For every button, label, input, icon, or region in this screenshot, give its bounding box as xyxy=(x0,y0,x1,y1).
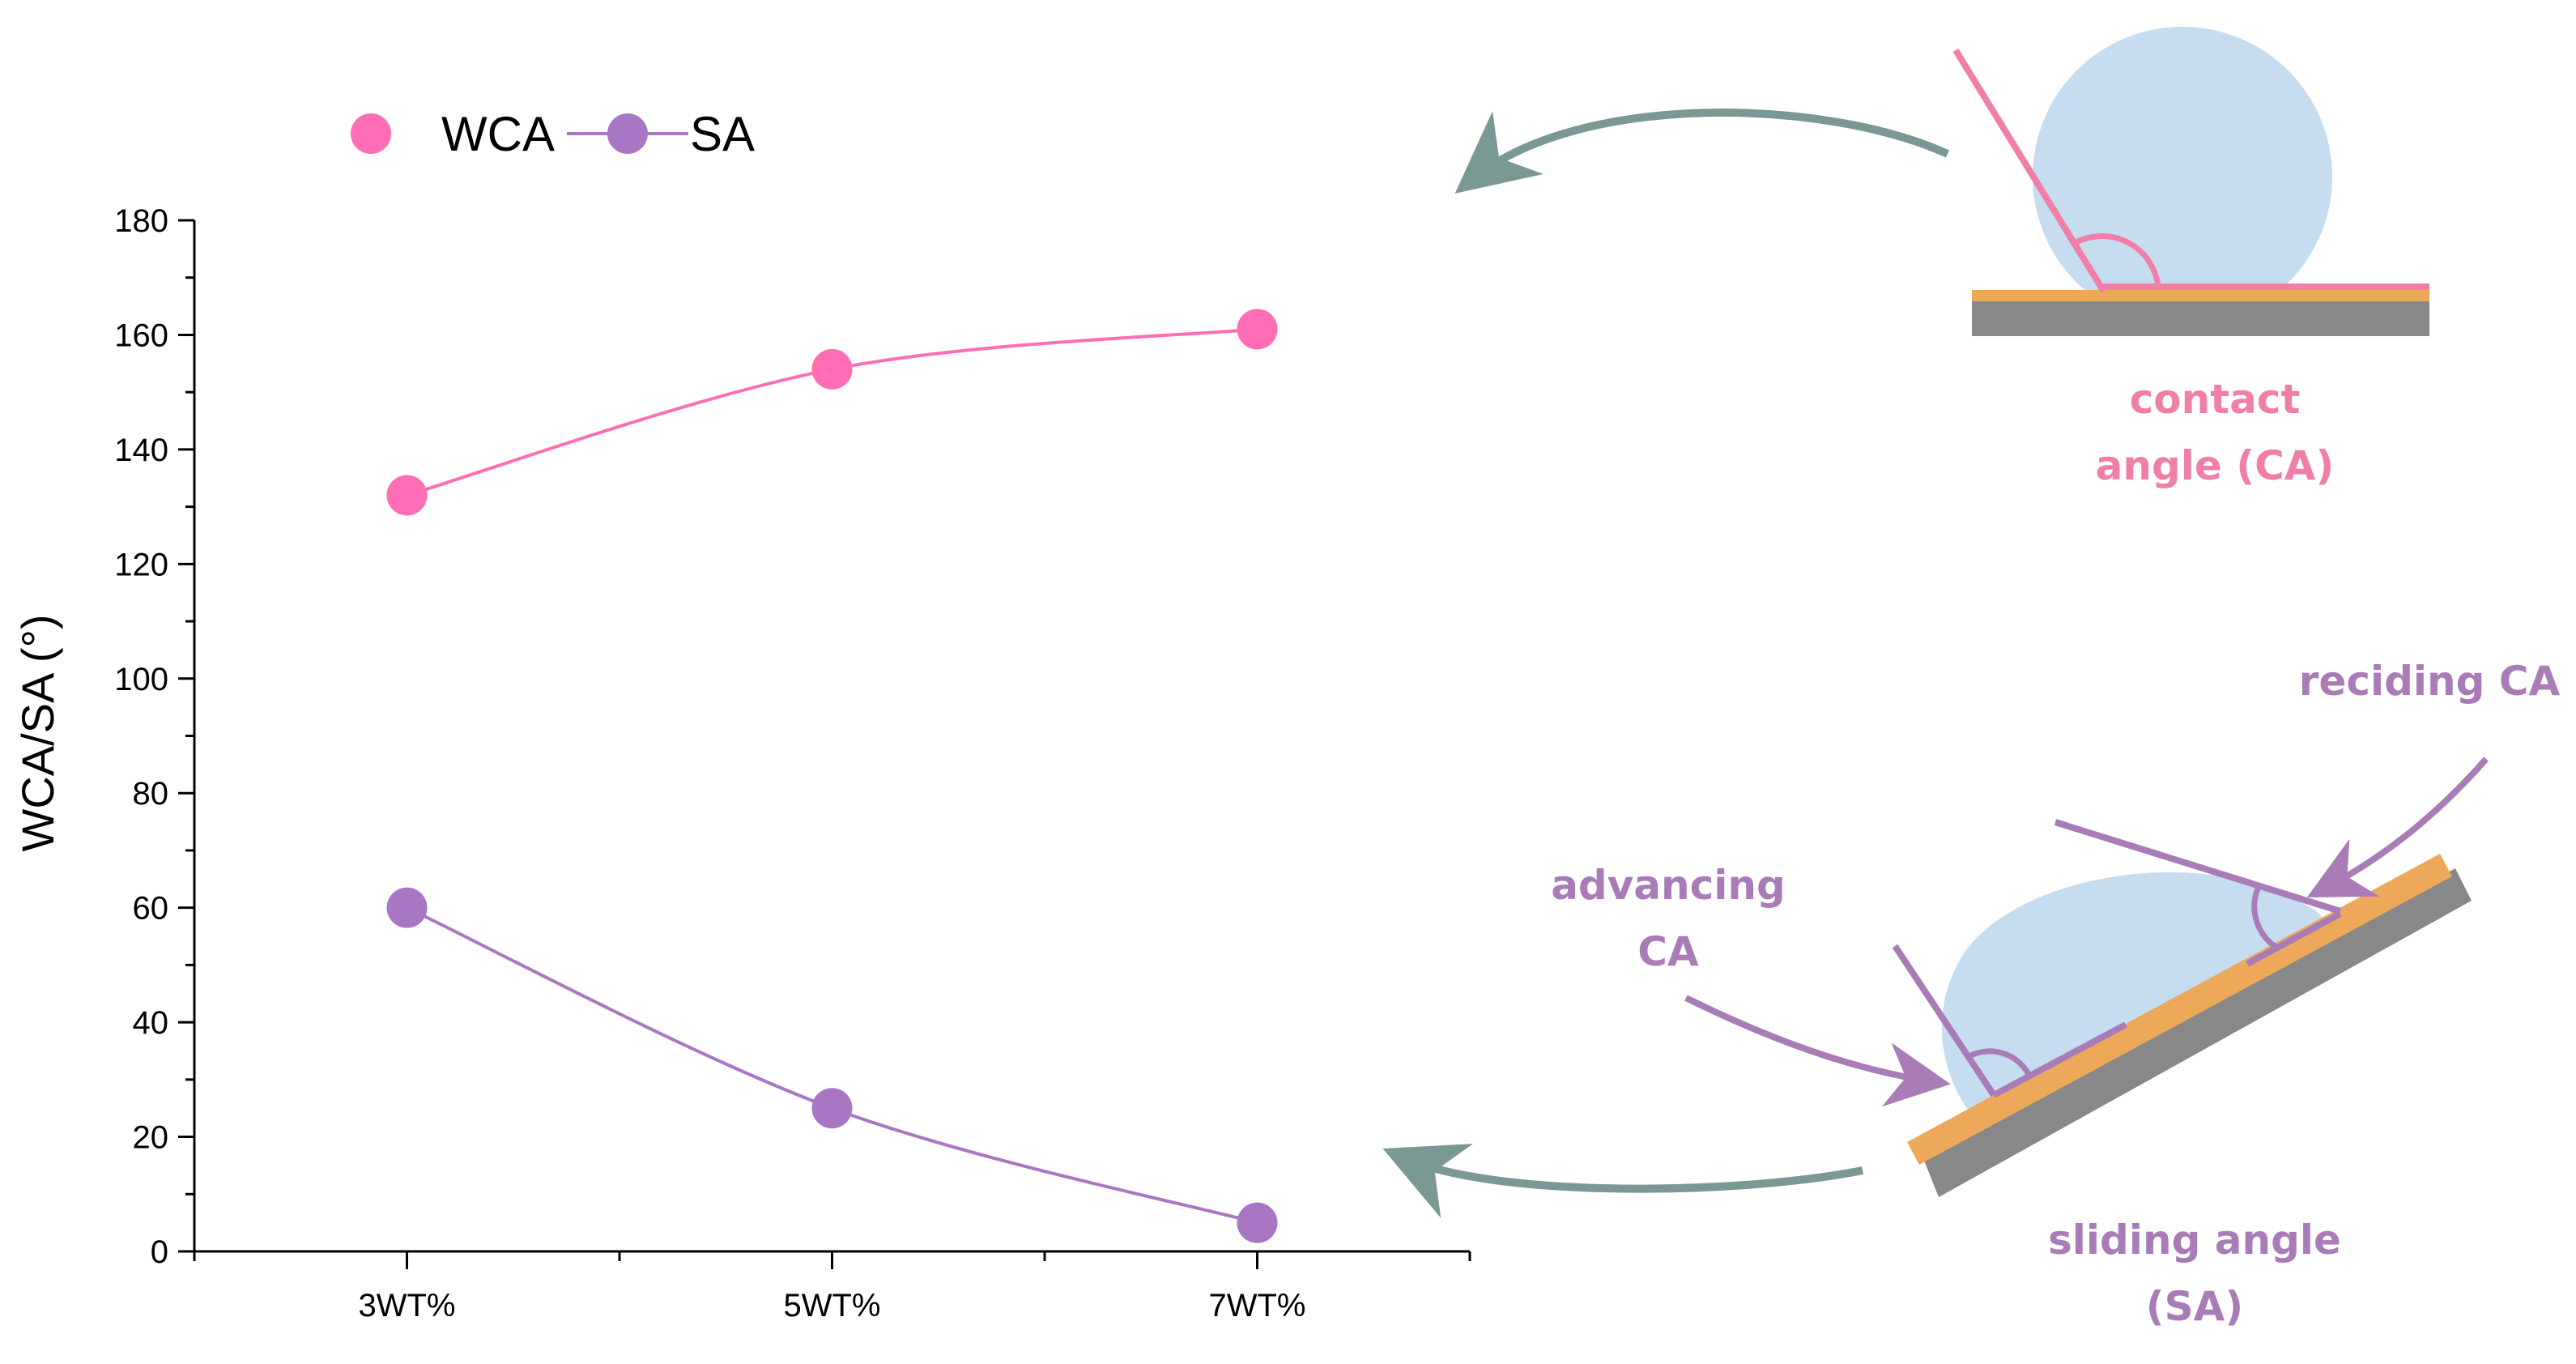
legend: WCA SA xyxy=(351,107,755,161)
y-tick-label: 20 xyxy=(133,1120,169,1156)
receding-angle-arc xyxy=(2251,887,2279,950)
x-tick-label: 5WT% xyxy=(784,1288,881,1324)
advancing-baseline xyxy=(1992,1021,2127,1098)
y-axis-title: WCA/SA (°) xyxy=(12,614,63,851)
tilted-substrate xyxy=(1922,868,2472,1197)
series-lines xyxy=(386,309,1278,1243)
sliding-connector-arrow xyxy=(1382,1143,1863,1218)
data-point-sa xyxy=(1237,1202,1278,1243)
contact-angle-label-line2: angle (CA) xyxy=(2096,442,2335,489)
receding-baseline xyxy=(2246,910,2342,967)
receding-label: reciding CA xyxy=(2299,658,2561,705)
data-point-wca xyxy=(386,475,428,516)
receding-callout-arrow xyxy=(2306,757,2489,898)
receding-tangent xyxy=(2054,819,2342,914)
y-tick-label: 120 xyxy=(114,547,168,582)
legend-label-sa: SA xyxy=(690,107,755,161)
y-tick-label: 60 xyxy=(133,891,169,927)
advancing-callout-arrow xyxy=(1684,995,1951,1107)
x-tick-label: 7WT% xyxy=(1209,1288,1306,1324)
advancing-label-line2: CA xyxy=(1637,928,1699,975)
data-point-sa xyxy=(811,1088,853,1129)
data-point-wca xyxy=(811,348,853,390)
tilted-droplet xyxy=(1941,872,2324,1110)
coating-layer xyxy=(1972,290,2429,301)
x-axis: 3WT% 5WT% 7WT% xyxy=(193,1250,1471,1324)
contact-connector-arrow xyxy=(1454,109,1950,194)
tangent-line xyxy=(1952,48,2107,294)
y-axis: 0 20 40 60 80 100 120 140 160 180 xyxy=(114,203,196,1270)
advancing-label-line1: advancing xyxy=(1551,862,1786,909)
contact-angle-label-line1: contact xyxy=(2130,376,2301,423)
legend-label-wca: WCA xyxy=(441,107,555,161)
y-tick-label: 180 xyxy=(114,203,168,239)
contact-angle-diagram: contact angle (CA) xyxy=(1952,27,2429,489)
advancing-angle-arc xyxy=(1966,1048,2033,1079)
droplet xyxy=(2033,27,2332,326)
x-tick-label: 3WT% xyxy=(359,1288,456,1324)
advancing-tangent xyxy=(1892,944,1997,1098)
y-tick-label: 0 xyxy=(151,1234,168,1270)
y-tick-label: 140 xyxy=(114,433,168,468)
y-tick-label: 100 xyxy=(114,662,168,697)
sliding-angle-diagram: advancing CA reciding CA sliding angle (… xyxy=(1551,658,2560,1330)
sliding-angle-label-line1: sliding angle xyxy=(2048,1217,2341,1264)
legend-marker-wca xyxy=(351,113,391,154)
angle-arc xyxy=(2073,233,2161,288)
y-tick-label: 80 xyxy=(133,776,169,812)
legend-marker-sa xyxy=(607,113,648,154)
line-chart: 0 20 40 60 80 100 120 140 160 180 3WT% 5WT% 7WT% WC… xyxy=(12,107,1471,1324)
substrate xyxy=(1972,300,2429,336)
y-tick-label: 160 xyxy=(114,318,168,353)
sliding-angle-label-line2: (SA) xyxy=(2146,1283,2243,1330)
series-line-sa xyxy=(406,906,1258,1225)
data-point-wca xyxy=(1237,309,1278,350)
y-tick-label: 40 xyxy=(133,1005,169,1041)
data-point-sa xyxy=(386,887,428,928)
tilted-coating-layer xyxy=(1907,854,2452,1165)
